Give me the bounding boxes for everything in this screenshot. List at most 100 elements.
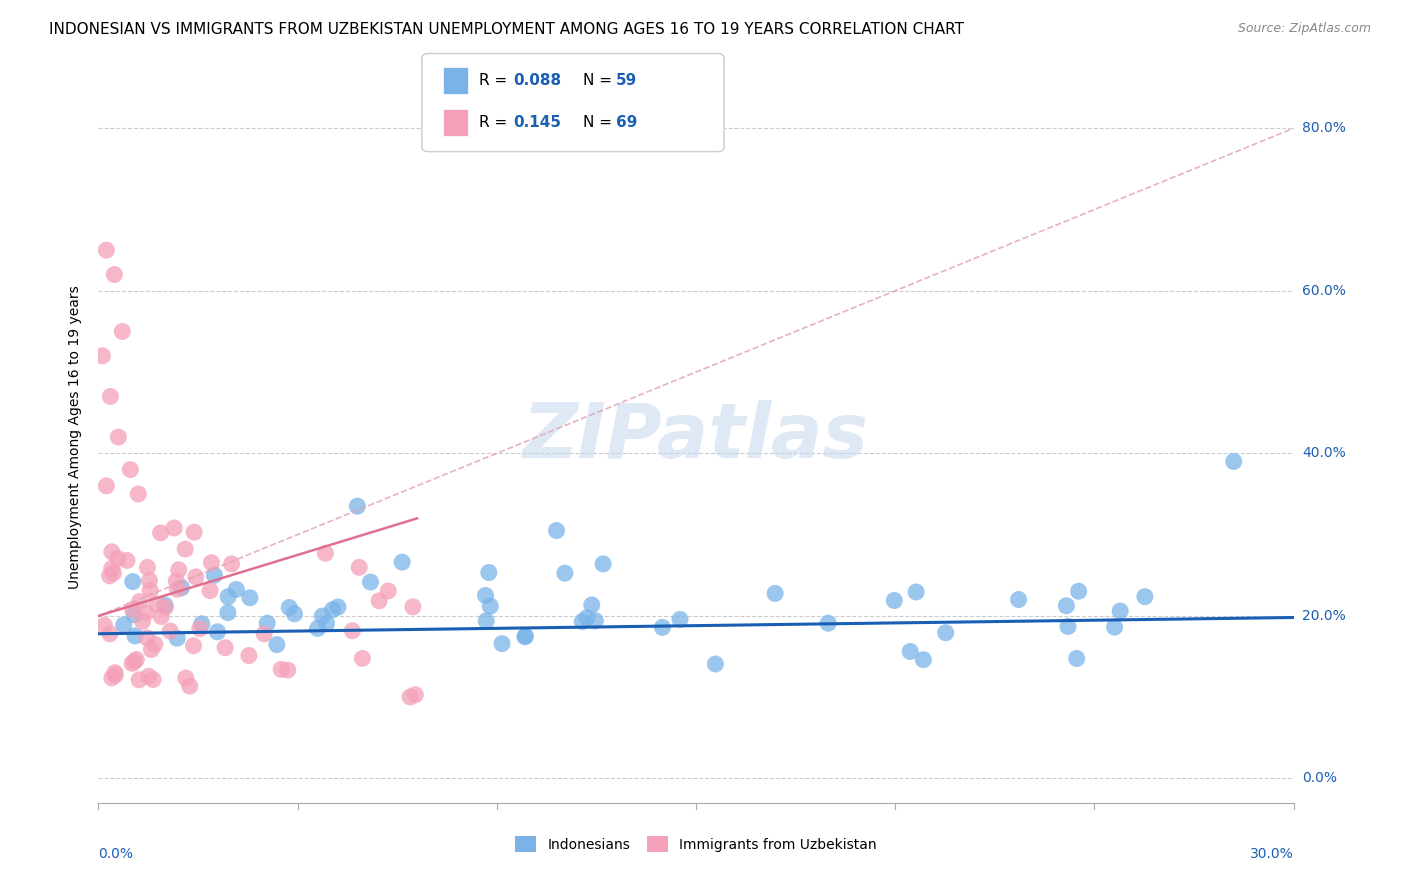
Y-axis label: Unemployment Among Ages 16 to 19 years: Unemployment Among Ages 16 to 19 years [69, 285, 83, 589]
Point [120, 462, 142, 476]
Point [576, 610, 599, 624]
Point [179, 679, 201, 693]
Point [346, 499, 368, 513]
Point [905, 585, 928, 599]
Point [96, 479, 118, 493]
Point [143, 637, 166, 651]
Point [315, 616, 337, 631]
Point [115, 553, 138, 567]
Point [131, 614, 153, 628]
Point [159, 624, 181, 638]
Point [136, 560, 159, 574]
Point [256, 616, 278, 631]
Point [399, 690, 422, 704]
Text: N =: N = [583, 115, 617, 129]
Point [104, 665, 127, 680]
Point [817, 616, 839, 631]
Point [1223, 454, 1246, 468]
Point [571, 615, 593, 629]
Text: ZIPatlas: ZIPatlas [523, 401, 869, 474]
Legend: Indonesians, Immigrants from Uzbekistan: Indonesians, Immigrants from Uzbekistan [510, 830, 882, 858]
Point [207, 624, 229, 639]
Text: 0.145: 0.145 [513, 115, 561, 129]
Point [238, 648, 260, 663]
Point [404, 688, 426, 702]
Point [225, 582, 247, 597]
Point [214, 640, 236, 655]
Point [704, 657, 727, 671]
Point [149, 525, 172, 540]
Point [217, 606, 239, 620]
Text: R =: R = [479, 115, 513, 129]
Point [283, 607, 305, 621]
Text: 59: 59 [616, 73, 637, 87]
Point [165, 574, 187, 588]
Text: 60.0%: 60.0% [1302, 284, 1346, 298]
Point [98, 389, 122, 403]
Point [935, 625, 957, 640]
Point [200, 556, 222, 570]
Point [101, 545, 124, 559]
Point [368, 594, 391, 608]
Point [221, 557, 243, 571]
Point [377, 583, 399, 598]
Point [342, 624, 364, 638]
Point [592, 557, 614, 571]
Point [96, 243, 118, 257]
Text: 80.0%: 80.0% [1302, 121, 1346, 136]
Text: 0.0%: 0.0% [1302, 772, 1337, 786]
Point [239, 591, 262, 605]
Point [98, 569, 121, 583]
Point [191, 616, 214, 631]
Point [326, 599, 349, 614]
Text: 69: 69 [616, 115, 637, 129]
Point [103, 268, 125, 282]
Point [1133, 590, 1156, 604]
Point [135, 606, 157, 620]
Point [139, 583, 162, 598]
Point [266, 638, 288, 652]
Point [98, 627, 121, 641]
Point [217, 590, 239, 604]
Point [583, 614, 606, 628]
Point [107, 551, 129, 566]
Point [314, 546, 336, 560]
Point [307, 622, 329, 636]
Point [322, 603, 344, 617]
Point [125, 652, 148, 666]
Point [146, 597, 169, 611]
Point [112, 618, 135, 632]
Point [546, 524, 568, 538]
Point [253, 627, 276, 641]
Point [188, 622, 211, 636]
Point [1054, 599, 1077, 613]
Point [128, 594, 150, 608]
Point [184, 570, 207, 584]
Point [107, 430, 129, 444]
Point [763, 586, 786, 600]
Point [153, 599, 176, 613]
Point [167, 563, 190, 577]
Point [581, 598, 603, 612]
Point [183, 525, 205, 540]
Point [360, 575, 382, 590]
Point [121, 574, 143, 589]
Point [278, 600, 301, 615]
Point [142, 673, 165, 687]
Point [311, 609, 333, 624]
Point [479, 599, 502, 614]
Point [111, 325, 134, 339]
Point [474, 588, 496, 602]
Point [651, 620, 673, 634]
Point [103, 566, 125, 580]
Point [277, 663, 299, 677]
Point [554, 566, 576, 581]
Point [170, 581, 193, 595]
Point [163, 521, 186, 535]
Text: R =: R = [479, 73, 513, 87]
Point [1067, 584, 1090, 599]
Point [1109, 604, 1132, 618]
Point [898, 644, 921, 658]
Point [150, 609, 173, 624]
Point [138, 574, 160, 588]
